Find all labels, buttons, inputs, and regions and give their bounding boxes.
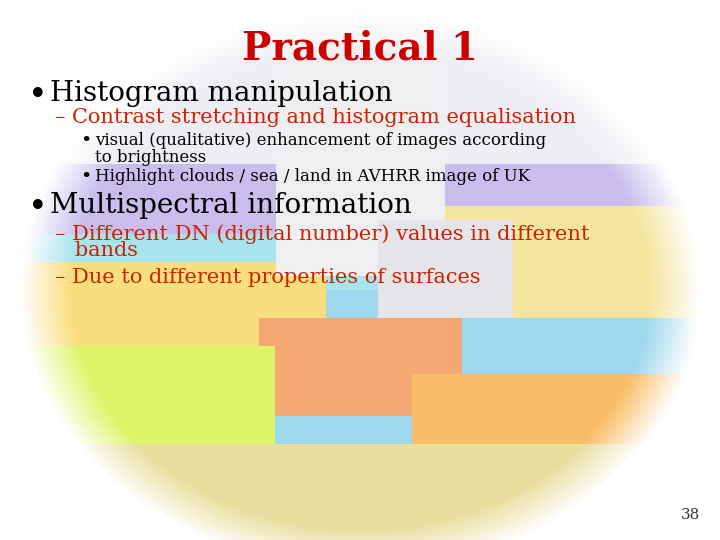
Text: •: • [80, 168, 91, 186]
Text: •: • [28, 192, 48, 224]
Text: Practical 1: Practical 1 [242, 30, 478, 68]
Text: visual (qualitative) enhancement of images according: visual (qualitative) enhancement of imag… [95, 132, 546, 149]
Text: – Contrast stretching and histogram equalisation: – Contrast stretching and histogram equa… [55, 108, 576, 127]
Text: •: • [80, 132, 91, 150]
Text: bands: bands [55, 241, 138, 260]
Text: Multispectral information: Multispectral information [50, 192, 412, 219]
Text: – Due to different properties of surfaces: – Due to different properties of surface… [55, 268, 481, 287]
Text: to brightness: to brightness [95, 149, 206, 166]
Text: 38: 38 [680, 508, 700, 522]
Text: •: • [28, 80, 48, 112]
Text: Histogram manipulation: Histogram manipulation [50, 80, 392, 107]
Text: – Different DN (digital number) values in different: – Different DN (digital number) values i… [55, 224, 590, 244]
Text: Highlight clouds / sea / land in AVHRR image of UK: Highlight clouds / sea / land in AVHRR i… [95, 168, 530, 185]
